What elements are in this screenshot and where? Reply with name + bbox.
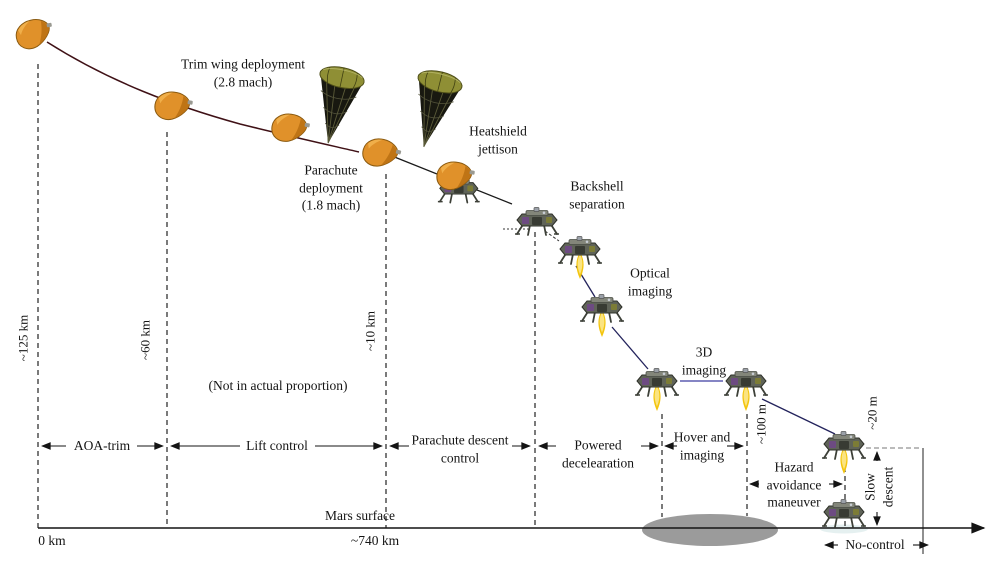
entry-capsule-icon bbox=[13, 16, 56, 52]
phase-hazard-avoidance-maneuver: Hazard avoidance maneuver bbox=[766, 459, 822, 510]
event-optical-imaging: Optical imaging bbox=[627, 265, 673, 298]
backshell-drop-dashed bbox=[544, 230, 560, 242]
landing-ellipse bbox=[642, 514, 778, 546]
altitude-60km-label: ~60 km bbox=[137, 320, 153, 360]
lander-flame-icon bbox=[580, 295, 624, 338]
event-trim-wing-deployment: Trim wing deployment (2.8 mach) bbox=[180, 56, 306, 89]
phase-span-arrows bbox=[41, 442, 929, 549]
event-heatshield-jettison: Heatshield jettison bbox=[469, 123, 527, 156]
altitude-20m-label: ~20 m bbox=[864, 396, 880, 430]
origin-distance-label: 0 km bbox=[38, 533, 66, 549]
phase-hover-and-imaging: Hover and imaging bbox=[673, 429, 731, 462]
altitude-100m-label: ~100 m bbox=[753, 404, 769, 444]
trajectory-entry bbox=[46, 41, 360, 153]
lander-icon bbox=[821, 498, 867, 528]
note-not-in-proportion: (Not in actual proportion) bbox=[208, 378, 348, 394]
phase-slow-descent: Slow descent bbox=[862, 466, 895, 508]
phase-aoa-trim: AOA-trim bbox=[73, 438, 131, 454]
downrange-distance-label: ~740 km bbox=[350, 533, 400, 549]
heatshield-jettison-capsule-icon bbox=[434, 159, 481, 204]
phase-lift-control: Lift control bbox=[246, 438, 308, 454]
lander-flame-icon bbox=[558, 237, 602, 280]
trajectory-hazard bbox=[761, 398, 836, 435]
lander-flame-icon bbox=[822, 432, 866, 475]
lander-flame-icon bbox=[635, 369, 679, 412]
lander-icon bbox=[514, 206, 560, 236]
event-parachute-deployment: Parachute deployment (1.8 mach) bbox=[299, 162, 363, 213]
event-3d-imaging: 3D imaging bbox=[681, 344, 727, 377]
phase-parachute-descent-control: Parachute descent control bbox=[411, 432, 509, 465]
phase-powered-deceleration: Powered decelearation bbox=[562, 437, 634, 470]
entry-capsule-icon bbox=[152, 89, 195, 124]
altitude-125km-label: ~125 km bbox=[15, 314, 31, 362]
entry-capsule-icon bbox=[359, 134, 404, 173]
mars-surface-label: Mars surface bbox=[324, 508, 396, 524]
phase-no-control: No-control bbox=[845, 537, 905, 553]
event-backshell-separation: Backshell separation bbox=[569, 178, 625, 211]
parachute-icon bbox=[305, 62, 367, 149]
parachute-icon bbox=[401, 66, 465, 153]
trajectory-powered-2 bbox=[611, 326, 649, 370]
altitude-10km-label: ~10 km bbox=[362, 311, 378, 351]
lander-ground-shadow bbox=[820, 524, 868, 534]
